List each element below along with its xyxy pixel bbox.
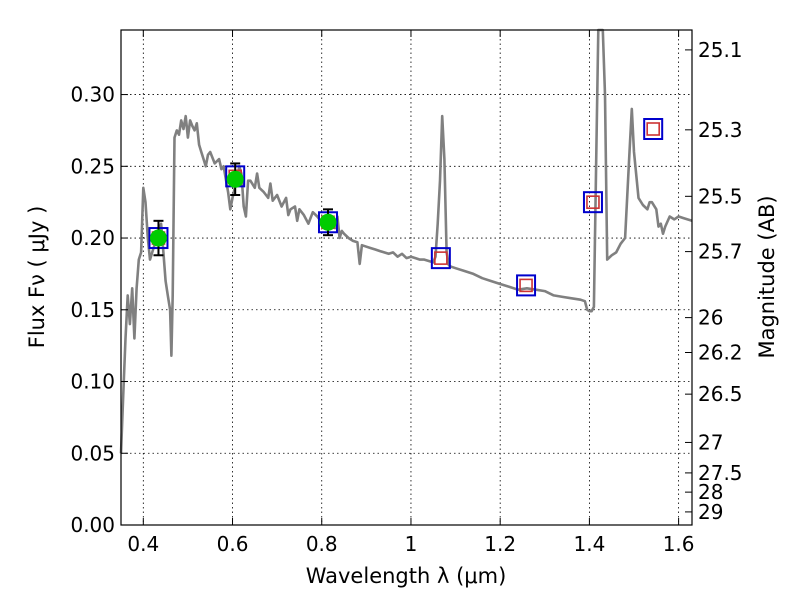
y-tick-label: 0.15: [70, 298, 115, 322]
magnitude-tick-label: 26: [698, 306, 723, 330]
magnitude-tick-label: 27: [698, 430, 723, 454]
model-band-inner-square: [519, 278, 533, 293]
magnitude-tick-label: 25.3: [698, 118, 743, 142]
marker-layer: [148, 118, 664, 297]
x-axis-title: Wavelength λ (μm): [306, 564, 507, 588]
spectrum-layer: [119, 28, 693, 454]
model-spectrum-line: [119, 28, 693, 454]
model-band-inner-square: [646, 122, 660, 136]
magnitude-tick-label: 28: [698, 480, 723, 504]
y-tick-label: 0.05: [70, 441, 115, 465]
model-band-square: [582, 191, 603, 214]
x-tick-label: 0.6: [217, 532, 249, 556]
y-tick-label: 0.25: [70, 154, 115, 178]
model-band-square: [643, 118, 664, 140]
observed-point: [226, 170, 244, 188]
observed-point: [319, 213, 337, 231]
y-tick-label: 0.30: [70, 83, 115, 107]
grid-layer: [121, 30, 692, 526]
y-tick-label: 0.20: [70, 226, 115, 250]
magnitude-tick-label: 26.2: [698, 341, 743, 365]
observed-point: [149, 229, 167, 247]
y-tick-label: 0.00: [70, 513, 115, 537]
model-band-inner-square: [586, 195, 600, 209]
magnitude-tick-label: 25.7: [698, 240, 743, 264]
magnitude-tick-label: 25.5: [698, 184, 743, 208]
y-tick-label: 0.10: [70, 370, 115, 394]
x-tick-label: 1.2: [484, 532, 516, 556]
x-tick-label: 0.8: [306, 532, 338, 556]
tick-layer: 0.4 0.6 0.8 1 1.2 1.4 1.6 0.00 0.05 0.10 0.15 0.20 0…: [70, 30, 743, 556]
magnitude-tick-label: 29: [698, 500, 723, 524]
model-band-inner-square: [434, 251, 448, 265]
magnitude-tick-label: 27.5: [698, 461, 743, 485]
y-axis-title-left: Flux Fν ( μJy ): [25, 206, 49, 349]
magnitude-tick-label: 26.5: [698, 382, 743, 406]
x-tick-label: 1.4: [573, 532, 605, 556]
plot-frame: [120, 29, 693, 526]
magnitude-tick-label: 25.1: [698, 38, 743, 62]
model-band-square: [430, 247, 451, 270]
model-band-square: [516, 274, 537, 297]
y-axis-title-right: Magnitude (AB): [755, 195, 779, 358]
x-tick-label: 1: [405, 532, 418, 556]
x-tick-label: 1.6: [663, 532, 695, 556]
x-tick-label: 0.4: [127, 532, 159, 556]
